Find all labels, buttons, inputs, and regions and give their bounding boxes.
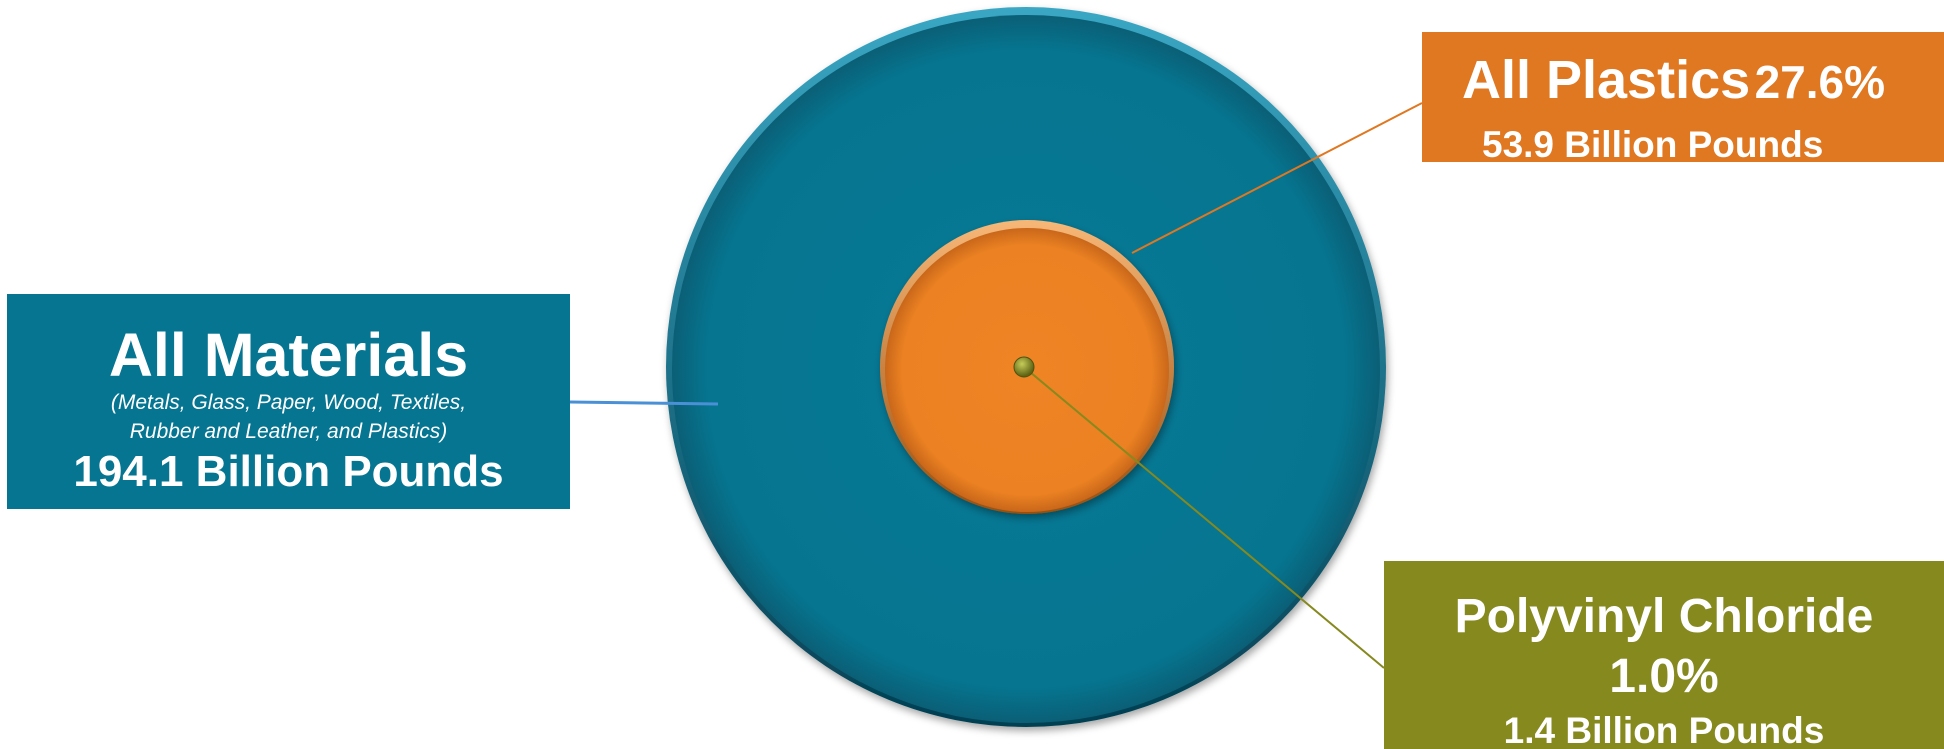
all-materials-subtitle-line2: Rubber and Leather, and Plastics) xyxy=(129,420,448,443)
all-materials-subtitle-line1: (Metals, Glass, Paper, Wood, Textiles, xyxy=(110,391,467,414)
all-plastics-title: All Plastics xyxy=(1462,50,1751,110)
all-plastics-heading: All Plastics 27.6% xyxy=(1462,50,1944,124)
all-plastics-amount: 53.9 Billion Pounds xyxy=(1482,124,1824,165)
all-plastics-percent: 27.6% xyxy=(1754,56,1886,108)
all-materials-label-box: All Materials (Metals, Glass, Paper, Woo… xyxy=(7,294,570,509)
pvc-leader-line xyxy=(1023,366,1385,669)
all-materials-leader-line xyxy=(569,400,719,406)
polyvinyl-chloride-dot xyxy=(1013,356,1035,378)
polyvinyl-chloride-percent: 1.0% xyxy=(1609,650,1719,703)
all-materials-title: All Materials xyxy=(108,321,469,389)
all-plastics-leader-line xyxy=(1131,102,1423,254)
all-plastics-label-box: All Plastics 27.6% 53.9 Billion Pounds xyxy=(1422,32,1944,165)
polyvinyl-chloride-amount: 1.4 Billion Pounds xyxy=(1503,710,1825,749)
all-materials-amount: 194.1 Billion Pounds xyxy=(73,447,504,496)
polyvinyl-chloride-label-box: Polyvinyl Chloride 1.0% 1.4 Billion Poun… xyxy=(1384,561,1944,749)
polyvinyl-chloride-title: Polyvinyl Chloride xyxy=(1454,590,1874,643)
